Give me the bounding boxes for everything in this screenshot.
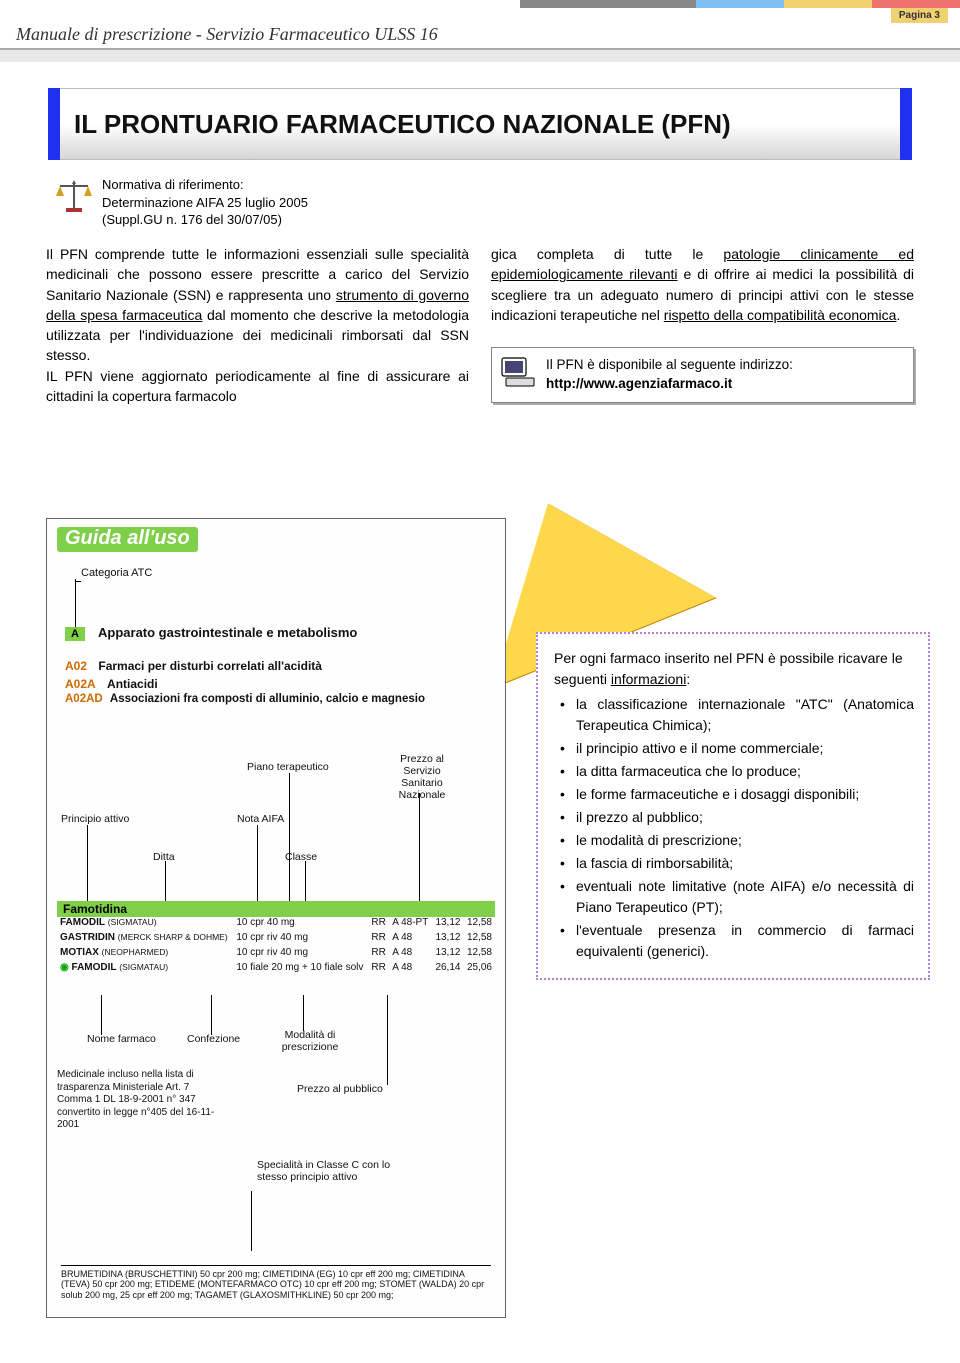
a02ad-code: A02AD <box>65 693 103 705</box>
label-confezione: Confezione <box>187 1033 240 1045</box>
a02ad-text: Associazioni fra composti di alluminio, … <box>110 693 425 705</box>
label-prezzo-pub: Prezzo al pubblico <box>297 1083 383 1095</box>
scales-icon <box>54 178 94 218</box>
info-intro: Per ogni farmaco inserito nel PFN è poss… <box>554 648 914 690</box>
list-item: il principio attivo e il nome commercial… <box>558 738 914 759</box>
pfn-link-url[interactable]: http://www.agenziafarmaco.it <box>546 376 732 391</box>
table-row: MOTIAX (NEOPHARMED)10 cpr riv 40 mgRRA 4… <box>57 945 495 960</box>
body-para-3: gica completa di tutte le patologie clin… <box>491 244 914 325</box>
list-item: le modalità di prescrizione; <box>558 830 914 851</box>
main-title-panel: IL PRONTUARIO FARMACEUTICO NAZIONALE (PF… <box>48 88 912 160</box>
list-item: la ditta farmaceutica che lo produce; <box>558 761 914 782</box>
table-row: GASTRIDIN (MERCK SHARP & DOHME)10 cpr ri… <box>57 930 495 945</box>
normativa-line3: (Suppl.GU n. 176 del 30/07/05) <box>102 211 308 229</box>
list-item: le forme farmaceutiche e i dosaggi dispo… <box>558 784 914 805</box>
list-item: la fascia di rimborsabilità; <box>558 853 914 874</box>
label-modalita: Modalità di prescrizione <box>275 1029 345 1053</box>
body-col-right: gica completa di tutte le patologie clin… <box>491 244 914 406</box>
label-prezzo-ssn: Prezzo al Servizio Sanitario Nazionale <box>387 753 457 801</box>
normativa-line2: Determinazione AIFA 25 luglio 2005 <box>102 194 308 212</box>
page-title: IL PRONTUARIO FARMACEUTICO NAZIONALE (PF… <box>60 88 900 160</box>
label-piano: Piano terapeutico <box>247 761 329 773</box>
body-col-left: Il PFN comprende tutte le informazioni e… <box>46 244 469 406</box>
title-bar-left <box>48 88 60 160</box>
categoria-atc-label: Categoria ATC <box>81 567 152 579</box>
normativa-line1: Normativa di riferimento: <box>102 176 308 194</box>
info-box: Per ogni farmaco inserito nel PFN è poss… <box>536 632 930 980</box>
guide-title: Guida all'uso <box>57 527 198 552</box>
info-list: la classificazione internazionale "ATC" … <box>554 694 914 962</box>
label-nome: Nome farmaco <box>87 1033 156 1045</box>
a02a-text: Antiacidi <box>107 677 158 691</box>
body-columns: Il PFN comprende tutte le informazioni e… <box>46 244 914 406</box>
label-medicinale-note: Medicinale incluso nella lista di traspa… <box>57 1069 227 1132</box>
label-nota: Nota AIFA <box>237 813 284 825</box>
guide-footnote: BRUMETIDINA (BRUSCHETTINI) 50 cpr 200 mg… <box>61 1265 491 1301</box>
label-principio: Principio attivo <box>61 813 129 825</box>
table-row: ◉ FAMODIL (SIGMATAU)10 fiale 20 mg + 10 … <box>57 960 495 975</box>
atc-cat-name: Apparato gastrointestinale e metabolismo <box>98 625 357 640</box>
pfn-link-text: Il PFN è disponibile al seguente indiriz… <box>546 357 793 372</box>
a02a-code: A02A <box>65 677 96 691</box>
manual-title: Manuale di prescrizione - Servizio Farma… <box>16 24 438 45</box>
drug-table: FAMODIL (SIGMATAU)10 cpr 40 mgRRA 48-PT1… <box>57 915 495 975</box>
normativa-block: Normativa di riferimento: Determinazione… <box>102 176 308 229</box>
table-row: FAMODIL (SIGMATAU)10 cpr 40 mgRRA 48-PT1… <box>57 915 495 930</box>
list-item: la classificazione internazionale "ATC" … <box>558 694 914 736</box>
label-ditta: Ditta <box>153 851 175 863</box>
pfn-link-callout: Il PFN è disponibile al seguente indiriz… <box>491 347 914 403</box>
atc-letter-a: A <box>65 627 85 641</box>
computer-icon <box>500 356 538 390</box>
list-item: eventuali note limitative (note AIFA) e/… <box>558 876 914 918</box>
page-number-badge: Pagina 3 <box>891 8 948 23</box>
body-para-1: Il PFN comprende tutte le informazioni e… <box>46 244 469 366</box>
list-item: l'eventuale presenza in commercio di far… <box>558 920 914 962</box>
header-divider <box>0 48 960 62</box>
top-accent-strip <box>520 0 960 8</box>
list-item: il prezzo al pubblico; <box>558 807 914 828</box>
guide-all-uso-figure: Guida all'uso Categoria ATC A Apparato g… <box>46 518 506 1318</box>
body-para-2: IL PFN viene aggiornato periodicamente a… <box>46 366 469 407</box>
label-spec-c: Specialità in Classe C con lo stesso pri… <box>257 1159 407 1183</box>
title-bar-right <box>900 88 912 160</box>
a02-code: A02 <box>65 659 87 673</box>
a02-text: Farmaci per disturbi correlati all'acidi… <box>98 659 322 673</box>
